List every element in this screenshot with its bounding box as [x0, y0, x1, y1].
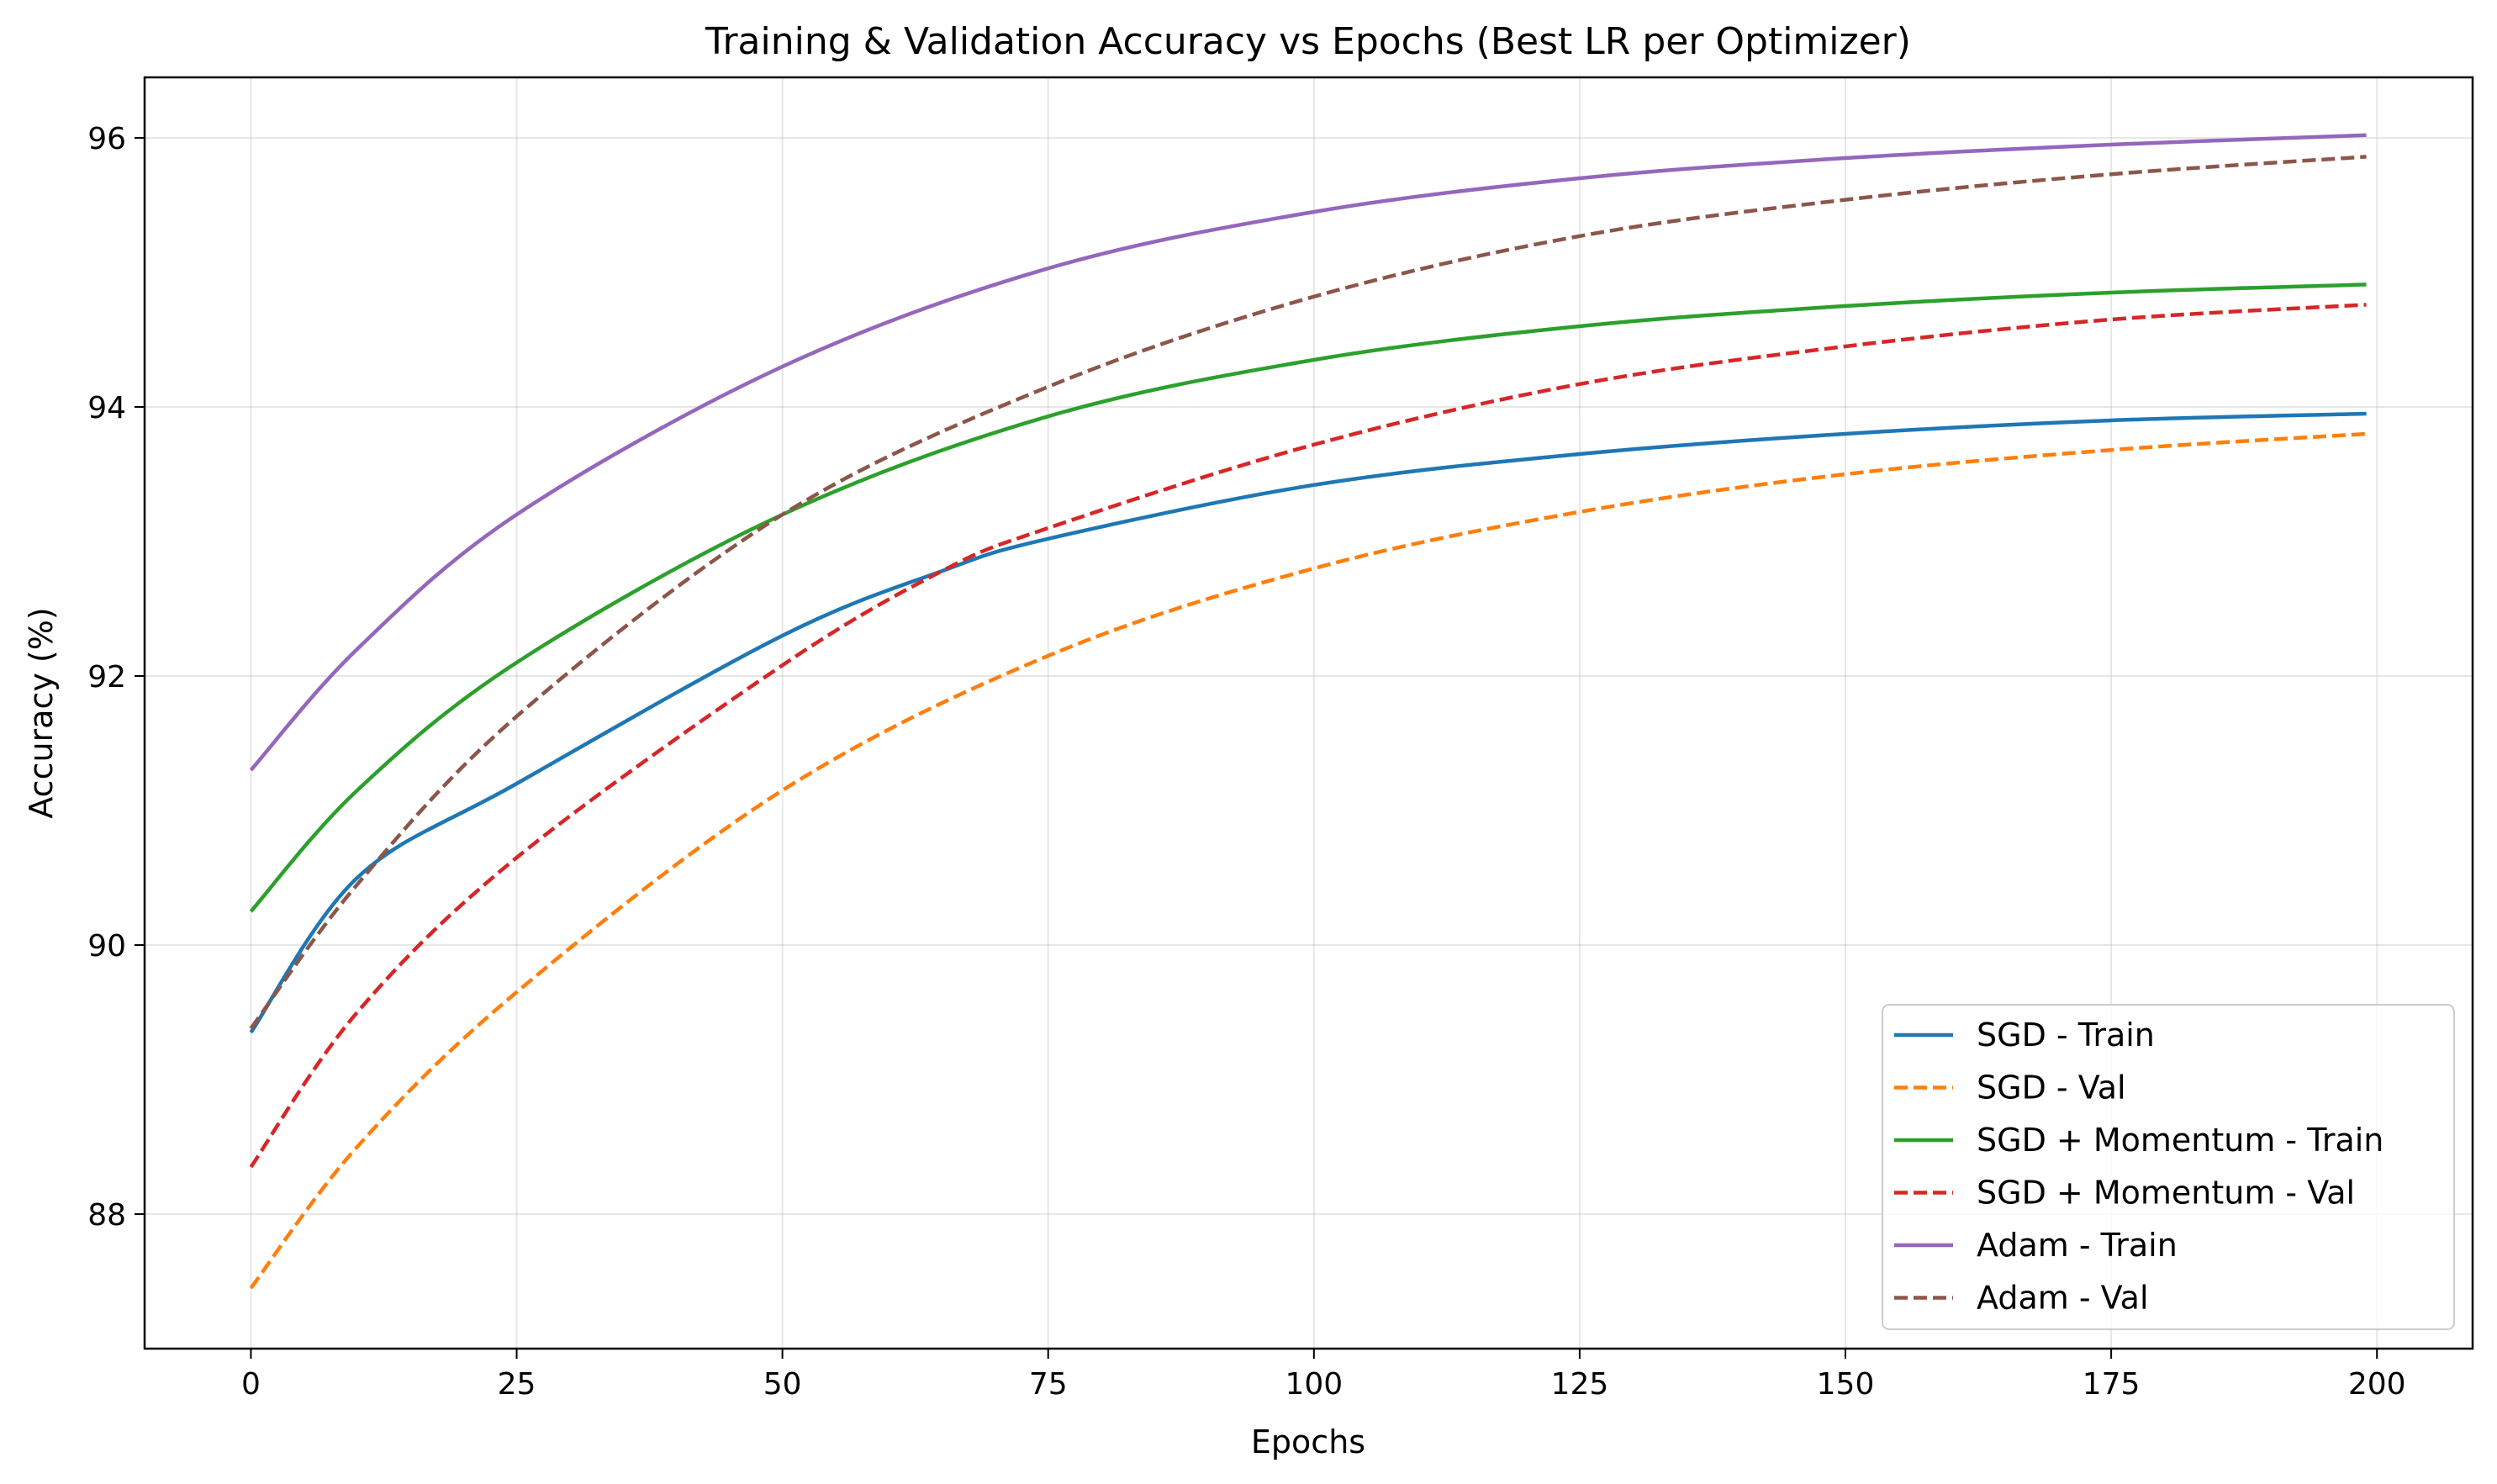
y-tick-label: 90 [87, 929, 126, 964]
y-tick-label: 94 [87, 391, 126, 425]
series-line-sgd-val [249, 431, 2367, 1290]
axis-ticks: 0 25 50 75 100 125 150 175 200 88 90 92 94 96 [87, 122, 2405, 1402]
y-tick-label: 96 [87, 122, 126, 156]
legend-box [1882, 1004, 2455, 1330]
legend-label-adam-train: Adam - Train [1977, 1227, 2178, 1264]
legend-label-sgd-momentum-val: SGD + Momentum - Val [1977, 1175, 2355, 1212]
x-axis-label: Epochs [1251, 1423, 1365, 1460]
x-tick-label: 125 [1551, 1367, 1609, 1402]
series-line-sgd-momentum-val [249, 303, 2367, 1169]
x-tick-label: 50 [763, 1367, 802, 1402]
x-tick-label: 0 [241, 1367, 261, 1402]
x-tick-label: 25 [498, 1367, 536, 1402]
y-tick-label: 88 [87, 1198, 126, 1233]
series-line-adam-val [249, 155, 2367, 1030]
x-tick-label: 200 [2348, 1367, 2406, 1402]
x-tick-label: 175 [2083, 1367, 2141, 1402]
x-tick-label: 150 [1817, 1367, 1875, 1402]
legend-label-sgd-train: SGD - Train [1977, 1017, 2155, 1054]
plot-area-frame [143, 76, 2474, 1350]
y-tick-label: 92 [87, 660, 126, 694]
series-line-sgd-train [249, 411, 2367, 1034]
x-tick-label: 75 [1029, 1367, 1068, 1402]
series-line-adam-train [249, 133, 2367, 772]
chart-title: Training & Validation Accuracy vs Epochs… [705, 20, 1911, 63]
series-lines [249, 133, 2367, 1290]
x-tick-label: 100 [1285, 1367, 1343, 1402]
series-line-sgd-momentum-train [249, 283, 2367, 913]
y-axis-label: Accuracy (%) [23, 607, 60, 818]
legend-label-sgd-momentum-train: SGD + Momentum - Train [1977, 1122, 2384, 1159]
legend-label-adam-val: Adam - Val [1977, 1280, 2149, 1317]
legend-label-sgd-val: SGD - Val [1977, 1069, 2126, 1106]
legend: SGD - Train SGD - Val SGD + Momentum - Tra… [1882, 1004, 2455, 1330]
